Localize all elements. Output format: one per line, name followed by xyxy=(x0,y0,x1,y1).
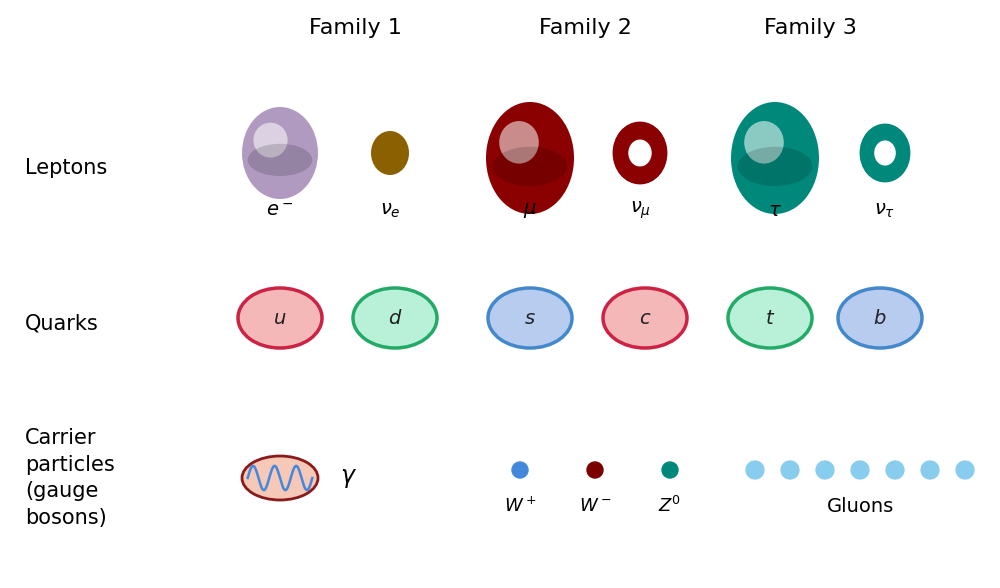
Text: Leptons: Leptons xyxy=(25,158,107,178)
Text: Quarks: Quarks xyxy=(25,313,99,333)
Text: $\nu_\tau$: $\nu_\tau$ xyxy=(874,201,896,219)
Text: $d$: $d$ xyxy=(388,309,402,328)
Circle shape xyxy=(815,460,835,480)
Ellipse shape xyxy=(731,102,819,214)
Text: $\nu_\mu$: $\nu_\mu$ xyxy=(630,199,650,220)
Ellipse shape xyxy=(242,456,318,500)
Text: $W^+$: $W^+$ xyxy=(504,496,536,516)
Ellipse shape xyxy=(353,288,437,348)
Ellipse shape xyxy=(248,144,312,176)
Text: $W^-$: $W^-$ xyxy=(579,497,611,515)
Circle shape xyxy=(745,460,765,480)
Ellipse shape xyxy=(838,288,922,348)
Text: $e^-$: $e^-$ xyxy=(266,201,294,219)
Text: Family 1: Family 1 xyxy=(309,18,401,38)
Ellipse shape xyxy=(861,125,909,181)
Text: Family 2: Family 2 xyxy=(539,18,631,38)
Circle shape xyxy=(885,460,905,480)
Text: $t$: $t$ xyxy=(765,309,775,328)
Ellipse shape xyxy=(614,123,666,183)
Ellipse shape xyxy=(253,123,288,158)
Circle shape xyxy=(955,460,975,480)
Circle shape xyxy=(920,460,940,480)
Circle shape xyxy=(662,462,678,478)
Ellipse shape xyxy=(861,125,909,181)
Text: Family 3: Family 3 xyxy=(764,18,856,38)
Ellipse shape xyxy=(628,139,652,166)
Text: $Z^0$: $Z^0$ xyxy=(658,496,682,516)
Ellipse shape xyxy=(603,288,687,348)
Text: $b$: $b$ xyxy=(873,309,887,328)
Circle shape xyxy=(780,460,800,480)
Text: Gluons: Gluons xyxy=(826,496,894,516)
Ellipse shape xyxy=(493,147,567,186)
Ellipse shape xyxy=(238,288,322,348)
Ellipse shape xyxy=(486,102,574,214)
Text: $\nu_e$: $\nu_e$ xyxy=(380,201,400,219)
Circle shape xyxy=(512,462,528,478)
Text: $s$: $s$ xyxy=(524,309,536,328)
Ellipse shape xyxy=(371,131,409,175)
Text: $c$: $c$ xyxy=(639,309,651,328)
Ellipse shape xyxy=(728,288,812,348)
Circle shape xyxy=(587,462,603,478)
Ellipse shape xyxy=(499,121,539,163)
Ellipse shape xyxy=(874,141,896,166)
Ellipse shape xyxy=(488,288,572,348)
Text: $\gamma$: $\gamma$ xyxy=(340,466,357,490)
Text: Carrier
particles
(gauge
bosons): Carrier particles (gauge bosons) xyxy=(25,429,115,527)
Ellipse shape xyxy=(242,107,318,199)
Ellipse shape xyxy=(738,147,812,186)
Ellipse shape xyxy=(744,121,784,163)
Text: $\mu$: $\mu$ xyxy=(523,201,537,219)
Circle shape xyxy=(850,460,870,480)
Text: $\tau$: $\tau$ xyxy=(768,201,782,219)
Ellipse shape xyxy=(614,123,666,183)
Text: $u$: $u$ xyxy=(273,309,287,328)
